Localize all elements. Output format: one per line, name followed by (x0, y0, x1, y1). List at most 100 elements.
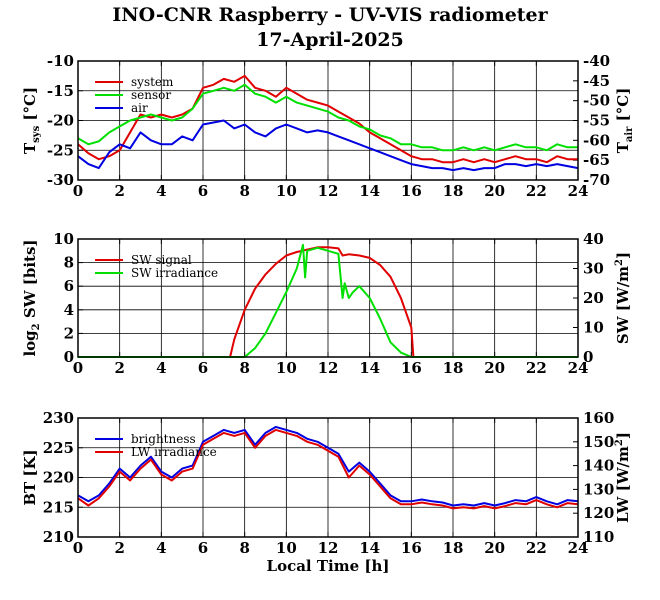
panel-3: 0 2 4 6 8 10 12 14 16 18 20 22 242102152202252301101… (21, 409, 632, 557)
y-axis-label: BT [K] (21, 449, 39, 505)
figure-title: INO-CNR Raspberry - UV-VIS radiometer (112, 4, 548, 26)
x-tick-label: 16 (401, 359, 422, 377)
y-tick-label: -30 (47, 171, 74, 189)
x-tick-label: 2 (114, 539, 124, 557)
panel-2: 0 2 4 6 8 10 12 14 16 18 20 22 240246810010203040SW … (21, 230, 632, 377)
y2-tick-label: 110 (583, 528, 614, 546)
x-tick-label: 8 (239, 182, 249, 200)
x-tick-label: 10 (276, 359, 297, 377)
x-tick-label: 12 (318, 359, 339, 377)
series-line-air (77, 119, 579, 172)
y2-tick-label: -60 (583, 131, 610, 149)
legend-label: brightness (131, 432, 196, 446)
legend-label: air (131, 101, 148, 115)
legend-label: LW irradiance (131, 445, 217, 459)
x-tick-label: 24 (568, 182, 589, 200)
x-tick-label: 0 (73, 539, 83, 557)
legend-label: SW signal (131, 253, 192, 267)
panel-1: 0 2 4 6 8 10 12 14 16 18 20 22 24-30-25-20-15-10-70-… (21, 52, 635, 200)
x-tick-label: 2 (114, 359, 124, 377)
x-tick-label: 22 (526, 359, 547, 377)
y-tick-label: 225 (43, 439, 74, 457)
y2-axis-label: LW [W/m2] (614, 432, 632, 523)
y-tick-label: 0 (64, 348, 74, 366)
series-line-sw-irradiance (78, 243, 578, 358)
x-tick-label: 24 (568, 539, 589, 557)
y2-tick-label: 20 (583, 289, 604, 307)
series-line-system (77, 74, 578, 164)
legend-label: SW irradiance (131, 266, 218, 280)
x-tick-label: 8 (239, 359, 249, 377)
x-tick-label: 8 (239, 539, 249, 557)
x-tick-label: 14 (359, 359, 380, 377)
y2-tick-label: -70 (583, 171, 610, 189)
series-line-brightness (77, 425, 579, 507)
y-tick-label: 4 (64, 301, 74, 319)
x-tick-label: 22 (526, 182, 547, 200)
y2-tick-label: -65 (583, 151, 610, 169)
x-tick-label: 6 (198, 359, 208, 377)
x-tick-label: 4 (156, 359, 166, 377)
y2-tick-label: -40 (583, 52, 610, 70)
y-tick-label: -10 (47, 52, 74, 70)
y-tick-label: 220 (43, 469, 74, 487)
series-line-lw-irradiance (77, 428, 579, 510)
x-tick-label: 12 (318, 182, 339, 200)
y-tick-label: 8 (64, 254, 74, 272)
x-tick-label: 14 (359, 539, 380, 557)
x-tick-label: 20 (484, 359, 505, 377)
x-tick-label: 18 (443, 182, 464, 200)
x-tick-label: 6 (198, 539, 208, 557)
y-tick-label: -25 (47, 141, 74, 159)
x-tick-label: 16 (401, 182, 422, 200)
y-tick-label: 6 (64, 277, 74, 295)
y2-tick-label: -50 (583, 92, 610, 110)
y2-tick-label: -55 (583, 112, 610, 130)
x-tick-label: 0 (73, 359, 83, 377)
y-tick-label: 10 (53, 230, 74, 248)
x-tick-label: 6 (198, 182, 208, 200)
x-tick-label: 18 (443, 359, 464, 377)
y2-tick-label: 140 (583, 457, 614, 475)
y-tick-label: 230 (43, 409, 74, 427)
x-tick-label: 16 (401, 539, 422, 557)
y-tick-label: 2 (64, 324, 74, 342)
legend-label: sensor (131, 88, 171, 102)
y-axis-label: log2 SW [bits] (21, 239, 42, 356)
y2-axis-label: Tair [°C] (614, 88, 635, 154)
y-axis-label: Tsys [°C] (21, 87, 42, 154)
x-tick-label: 22 (526, 539, 547, 557)
x-tick-label: 2 (114, 182, 124, 200)
figure-date: 17-April-2025 (256, 29, 404, 51)
series-line-sw-signal (78, 246, 578, 358)
x-tick-label: 4 (156, 182, 166, 200)
x-tick-label: 20 (484, 182, 505, 200)
x-axis-label: Local Time [h] (267, 557, 390, 575)
y2-tick-label: 130 (583, 480, 614, 498)
series-line-sensor (77, 83, 578, 152)
y2-tick-label: 30 (583, 260, 604, 278)
y2-axis-label: SW [W/m2] (614, 252, 632, 344)
x-tick-label: 24 (568, 359, 589, 377)
x-tick-label: 4 (156, 539, 166, 557)
x-tick-label: 10 (276, 182, 297, 200)
y2-tick-label: -45 (583, 72, 610, 90)
x-tick-label: 0 (73, 182, 83, 200)
x-tick-label: 20 (484, 539, 505, 557)
plot-frame (77, 238, 579, 358)
y-tick-label: -20 (47, 112, 74, 130)
x-tick-label: 12 (318, 539, 339, 557)
x-tick-label: 18 (443, 539, 464, 557)
legend-label: system (131, 75, 174, 89)
y2-tick-label: 120 (583, 504, 614, 522)
y2-tick-label: 10 (583, 319, 604, 337)
y-tick-label: 215 (43, 498, 74, 516)
plot-frame (77, 60, 579, 181)
y2-tick-label: 160 (583, 409, 614, 427)
x-tick-label: 14 (359, 182, 380, 200)
y2-tick-label: 0 (583, 348, 593, 366)
y-tick-label: 210 (43, 528, 74, 546)
plot-frame (77, 417, 579, 538)
y2-tick-label: 40 (583, 230, 604, 248)
